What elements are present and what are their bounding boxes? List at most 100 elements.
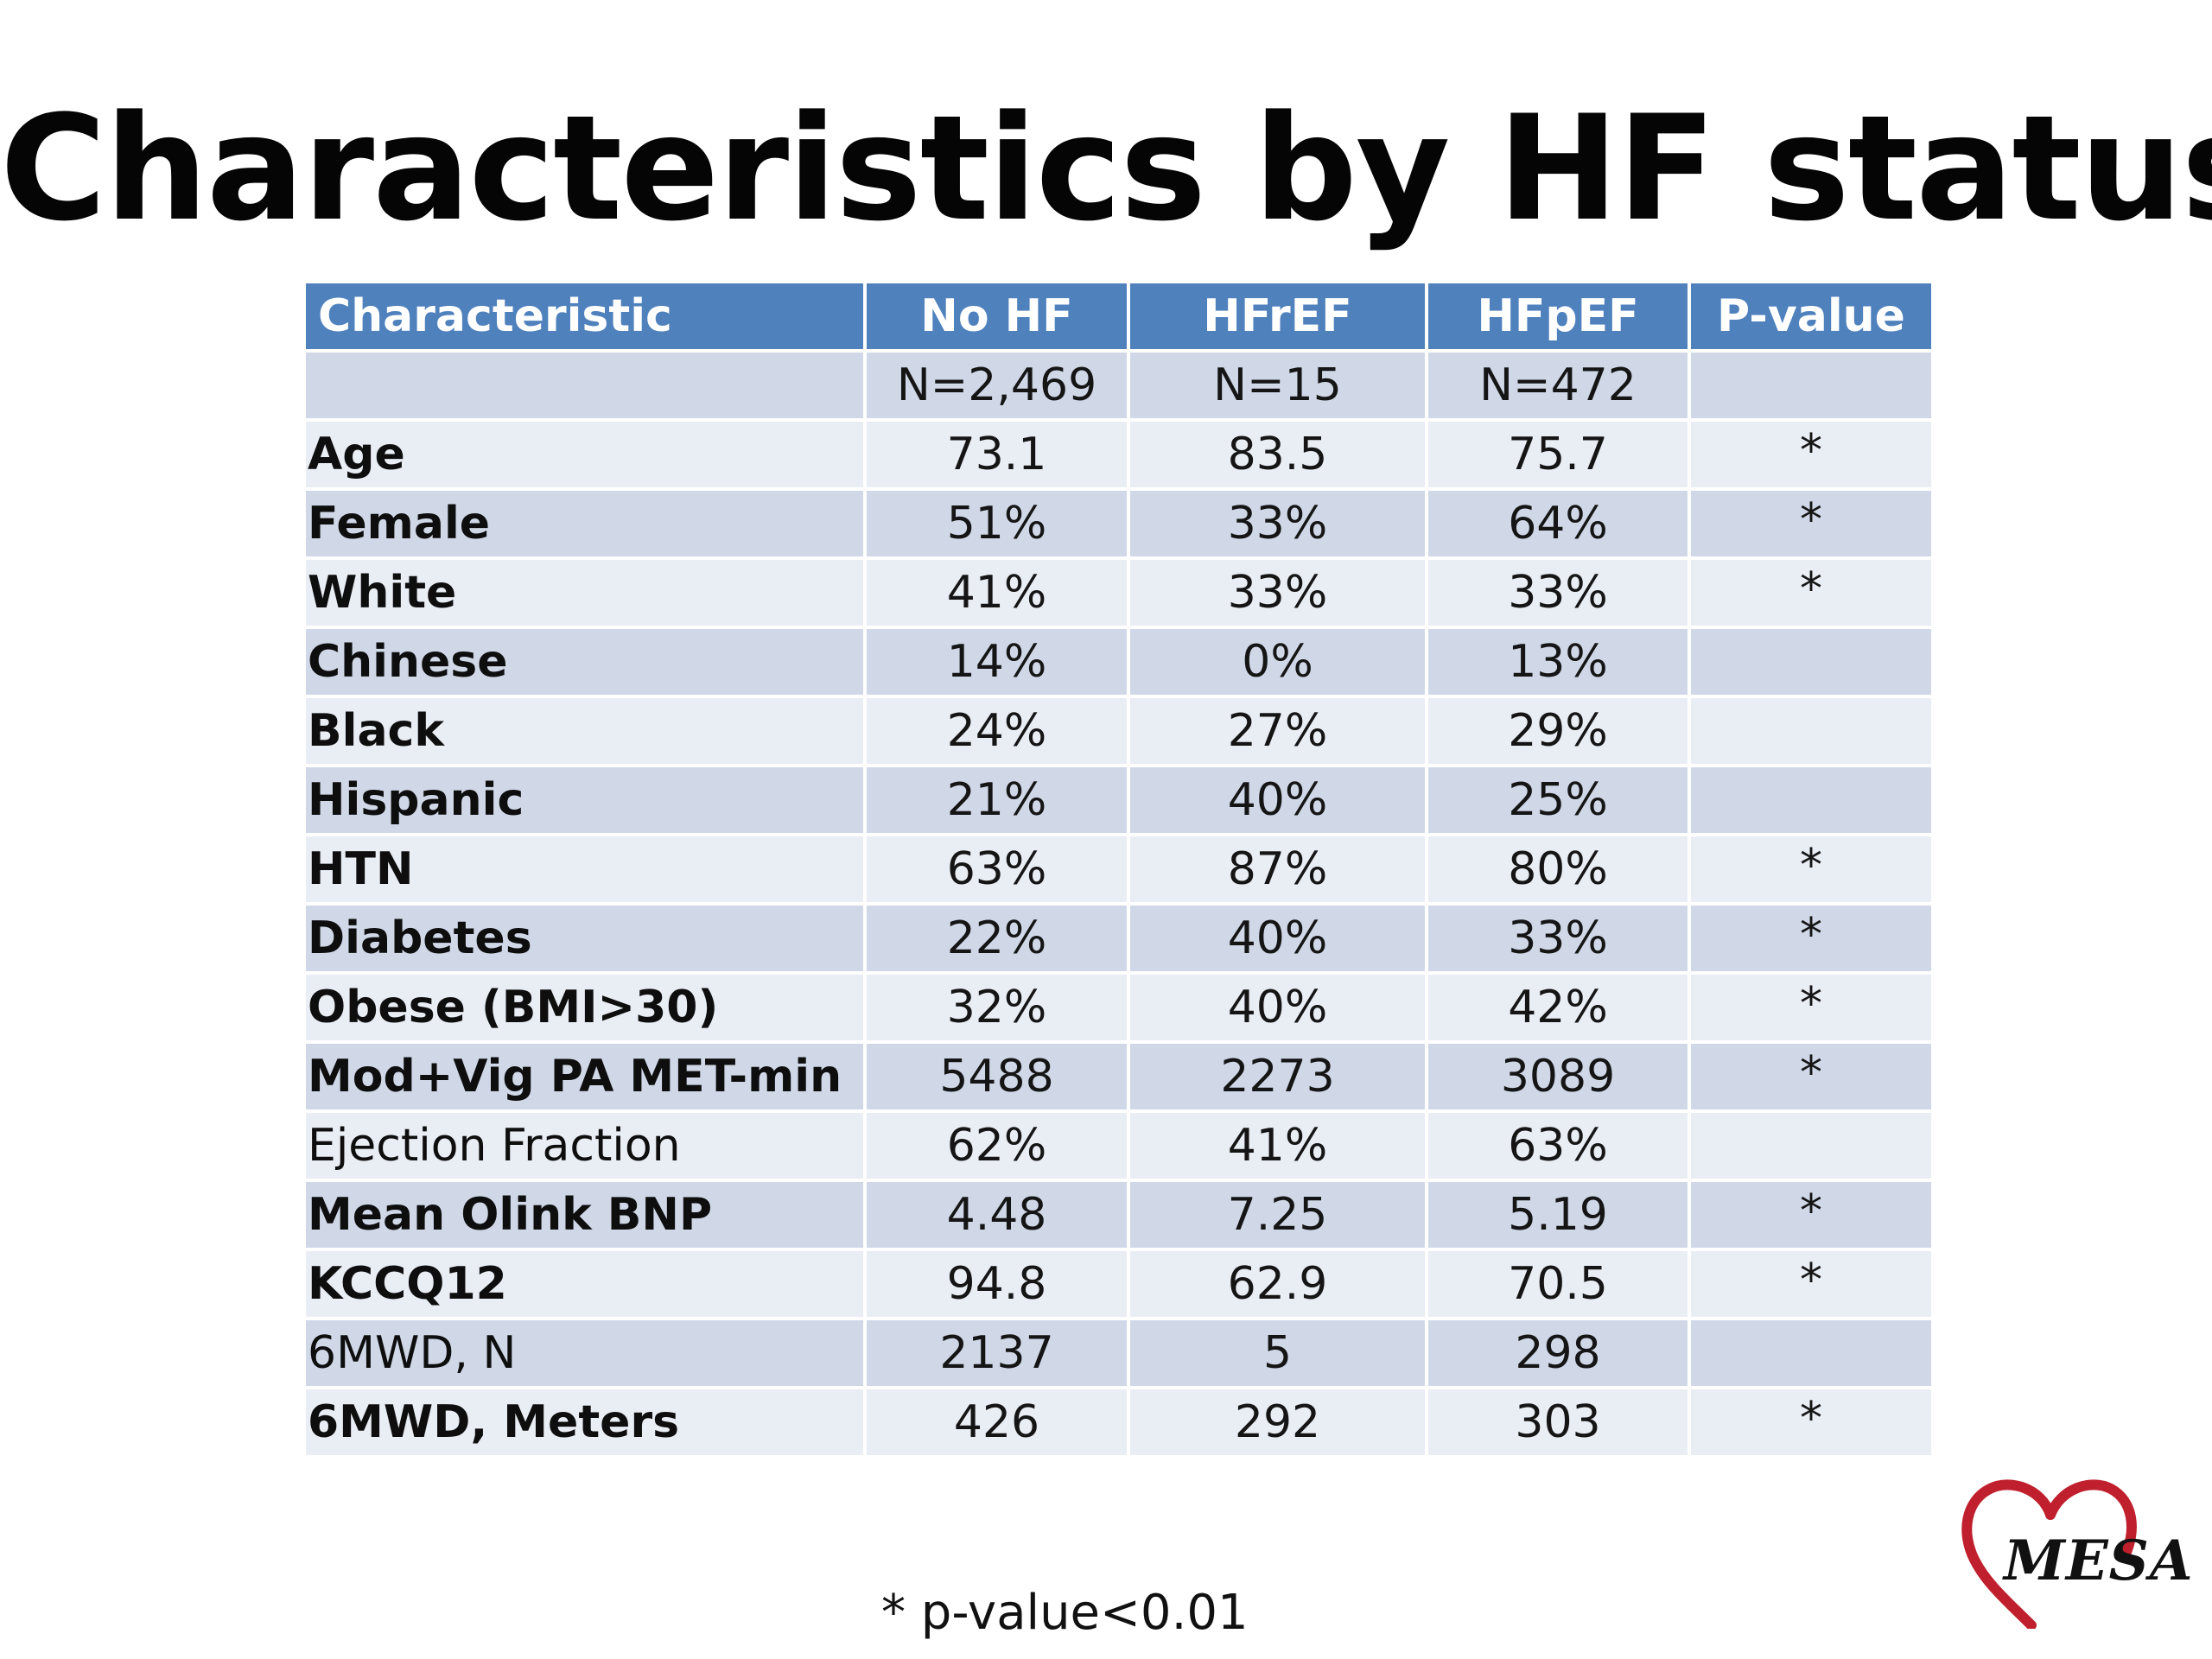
row-label: Black: [306, 698, 863, 764]
cell-hfref: 0%: [1130, 629, 1425, 695]
cell-p-value: *: [1691, 1182, 1931, 1248]
table-header-row: Characteristic No HF HFrEF HFpEF P-value: [306, 283, 1931, 349]
row-label: 6MWD, Meters: [306, 1389, 863, 1455]
cell-p-value: *: [1691, 491, 1931, 556]
row-label: Obese (BMI>30): [306, 975, 863, 1040]
cell-no-hf: 22%: [867, 906, 1127, 971]
table-row: 6MWD, N 2137 5 298: [306, 1320, 1931, 1386]
table-row: Female 51% 33% 64% *: [306, 491, 1931, 556]
table-row: Mod+Vig PA MET-min 5488 2273 3089 *: [306, 1044, 1931, 1109]
row-label: [306, 353, 863, 418]
cell-hfref: 62.9: [1130, 1251, 1425, 1317]
cell-no-hf: N=2,469: [867, 353, 1127, 418]
cell-hfpef: 5.19: [1428, 1182, 1688, 1248]
row-label: 6MWD, N: [306, 1320, 863, 1386]
cell-p-value: *: [1691, 422, 1931, 487]
cell-no-hf: 21%: [867, 767, 1127, 833]
cell-hfref: 83.5: [1130, 422, 1425, 487]
table-row: Age 73.1 83.5 75.7 *: [306, 422, 1931, 487]
cell-hfref: 33%: [1130, 560, 1425, 626]
mesa-logo: MESA: [1948, 1473, 2199, 1629]
cell-hfpef: 42%: [1428, 975, 1688, 1040]
cell-p-value: *: [1691, 975, 1931, 1040]
row-label: HTN: [306, 836, 863, 902]
cell-no-hf: 94.8: [867, 1251, 1127, 1317]
row-label: Age: [306, 422, 863, 487]
cell-p-value: *: [1691, 1389, 1931, 1455]
heart-icon: [1961, 1479, 2137, 1629]
table-row: Hispanic 21% 40% 25%: [306, 767, 1931, 833]
row-label: Mod+Vig PA MET-min: [306, 1044, 863, 1109]
cell-p-value: [1691, 353, 1931, 418]
table-row: KCCQ12 94.8 62.9 70.5 *: [306, 1251, 1931, 1317]
table-row: Diabetes 22% 40% 33% *: [306, 906, 1931, 971]
cell-p-value: *: [1691, 560, 1931, 626]
cell-hfpef: 33%: [1428, 560, 1688, 626]
cell-no-hf: 63%: [867, 836, 1127, 902]
mesa-logo-text: MESA: [2004, 1529, 2194, 1593]
cell-hfpef: 33%: [1428, 906, 1688, 971]
cell-hfpef: 29%: [1428, 698, 1688, 764]
table-row: 6MWD, Meters 426 292 303 *: [306, 1389, 1931, 1455]
cell-hfpef: N=472: [1428, 353, 1688, 418]
row-label: Mean Olink BNP: [306, 1182, 863, 1248]
row-label: Chinese: [306, 629, 863, 695]
cell-hfpef: 303: [1428, 1389, 1688, 1455]
table-row: Black 24% 27% 29%: [306, 698, 1931, 764]
cell-hfref: N=15: [1130, 353, 1425, 418]
cell-no-hf: 14%: [867, 629, 1127, 695]
row-label: KCCQ12: [306, 1251, 863, 1317]
column-header-no-hf: No HF: [867, 283, 1127, 349]
cell-p-value: [1691, 1320, 1931, 1386]
cell-hfpef: 298: [1428, 1320, 1688, 1386]
cell-hfpef: 70.5: [1428, 1251, 1688, 1317]
cell-hfpef: 80%: [1428, 836, 1688, 902]
cell-p-value: *: [1691, 1044, 1931, 1109]
cell-hfref: 41%: [1130, 1113, 1425, 1179]
row-label: Diabetes: [306, 906, 863, 971]
table-row: White 41% 33% 33% *: [306, 560, 1931, 626]
cell-no-hf: 24%: [867, 698, 1127, 764]
cell-no-hf: 41%: [867, 560, 1127, 626]
cell-no-hf: 51%: [867, 491, 1127, 556]
cell-p-value: *: [1691, 1251, 1931, 1317]
cell-p-value: [1691, 629, 1931, 695]
cell-hfref: 7.25: [1130, 1182, 1425, 1248]
cell-hfpef: 63%: [1428, 1113, 1688, 1179]
cell-no-hf: 4.48: [867, 1182, 1127, 1248]
cell-hfref: 40%: [1130, 975, 1425, 1040]
column-header-hfpef: HFpEF: [1428, 283, 1688, 349]
table-row: Mean Olink BNP 4.48 7.25 5.19 *: [306, 1182, 1931, 1248]
table-row: Obese (BMI>30) 32% 40% 42% *: [306, 975, 1931, 1040]
cell-no-hf: 32%: [867, 975, 1127, 1040]
cell-p-value: [1691, 1113, 1931, 1179]
column-header-characteristic: Characteristic: [306, 283, 863, 349]
cell-hfpef: 75.7: [1428, 422, 1688, 487]
table-row: HTN 63% 87% 80% *: [306, 836, 1931, 902]
cell-hfpef: 64%: [1428, 491, 1688, 556]
slide-title: Characteristics by HF status: [0, 84, 2212, 253]
cell-hfref: 292: [1130, 1389, 1425, 1455]
cell-hfref: 33%: [1130, 491, 1425, 556]
table-row: Ejection Fraction 62% 41% 63%: [306, 1113, 1931, 1179]
cell-no-hf: 2137: [867, 1320, 1127, 1386]
cell-no-hf: 62%: [867, 1113, 1127, 1179]
cell-hfref: 5: [1130, 1320, 1425, 1386]
characteristics-table: Characteristic No HF HFrEF HFpEF P-value…: [302, 280, 1935, 1459]
row-label: Female: [306, 491, 863, 556]
column-header-p-value: P-value: [1691, 283, 1931, 349]
row-label: White: [306, 560, 863, 626]
row-label: Hispanic: [306, 767, 863, 833]
cell-no-hf: 426: [867, 1389, 1127, 1455]
cell-p-value: [1691, 698, 1931, 764]
cell-hfpef: 13%: [1428, 629, 1688, 695]
cell-hfref: 40%: [1130, 767, 1425, 833]
table-row: Chinese 14% 0% 13%: [306, 629, 1931, 695]
row-label: Ejection Fraction: [306, 1113, 863, 1179]
column-header-hfref: HFrEF: [1130, 283, 1425, 349]
cell-p-value: *: [1691, 836, 1931, 902]
cell-hfpef: 3089: [1428, 1044, 1688, 1109]
cell-hfpef: 25%: [1428, 767, 1688, 833]
cell-hfref: 2273: [1130, 1044, 1425, 1109]
table-row: N=2,469 N=15 N=472: [306, 353, 1931, 418]
